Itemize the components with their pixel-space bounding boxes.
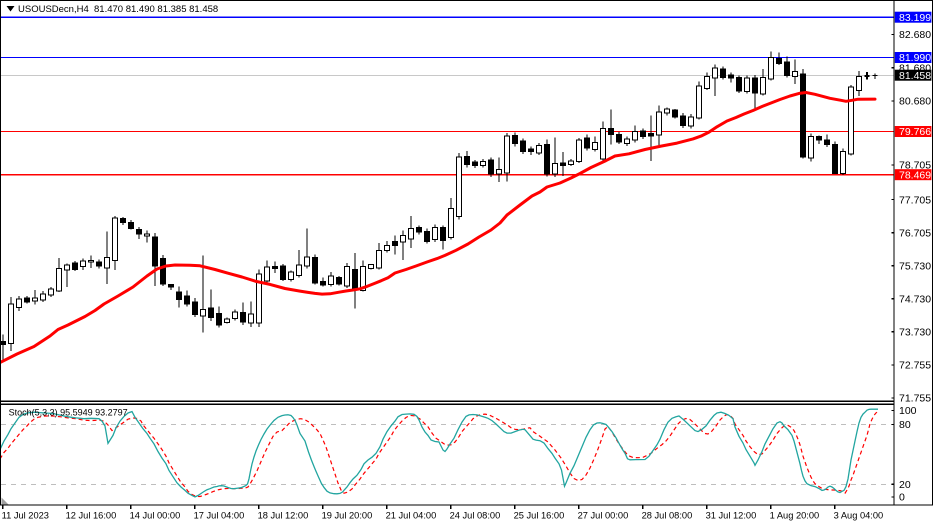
svg-text:81.990: 81.990 [899,52,931,64]
svg-text:28 Jul 08:00: 28 Jul 08:00 [642,511,693,521]
svg-text:100: 100 [899,405,917,417]
svg-text:20: 20 [899,479,911,491]
svg-text:76.705: 76.705 [899,227,931,239]
svg-text:18 Jul 12:00: 18 Jul 12:00 [258,511,309,521]
svg-text:17 Jul 04:00: 17 Jul 04:00 [194,511,245,521]
svg-text:78.705: 78.705 [899,160,931,172]
svg-text:73.730: 73.730 [899,327,931,339]
svg-text:0: 0 [899,492,905,504]
svg-text:80.680: 80.680 [899,96,931,108]
svg-text:31 Jul 12:00: 31 Jul 12:00 [706,511,757,521]
svg-text:14 Jul 00:00: 14 Jul 00:00 [130,511,181,521]
svg-text:24 Jul 08:00: 24 Jul 08:00 [450,511,501,521]
svg-text:19 Jul 20:00: 19 Jul 20:00 [322,511,373,521]
svg-text:80: 80 [899,419,911,431]
svg-text:72.755: 72.755 [899,360,931,372]
svg-text:11 Jul 2023: 11 Jul 2023 [2,511,49,521]
svg-text:1 Aug 20:00: 1 Aug 20:00 [770,511,820,521]
svg-text:Stoch(5,3,3) 95.5949 93.2797: Stoch(5,3,3) 95.5949 93.2797 [9,407,128,417]
svg-text:21 Jul 04:00: 21 Jul 04:00 [386,511,437,521]
svg-text:3 Aug 04:00: 3 Aug 04:00 [834,511,884,521]
svg-text:78.469: 78.469 [899,169,931,181]
svg-text:25 Jul 16:00: 25 Jul 16:00 [514,511,565,521]
svg-text:81.458: 81.458 [899,70,931,82]
svg-text:USOUSDecn,H4 81.470 81.490 81: USOUSDecn,H4 81.470 81.490 81.385 81.458 [18,4,218,15]
svg-text:77.705: 77.705 [899,194,931,206]
svg-text:75.730: 75.730 [899,260,931,272]
svg-text:74.730: 74.730 [899,294,931,306]
svg-text:79.766: 79.766 [899,126,931,138]
svg-text:27 Jul 00:00: 27 Jul 00:00 [578,511,629,521]
svg-text:83.199: 83.199 [899,12,931,24]
svg-text:82.680: 82.680 [899,29,931,41]
svg-text:12 Jul 16:00: 12 Jul 16:00 [66,511,117,521]
svg-text:71.755: 71.755 [899,393,931,405]
